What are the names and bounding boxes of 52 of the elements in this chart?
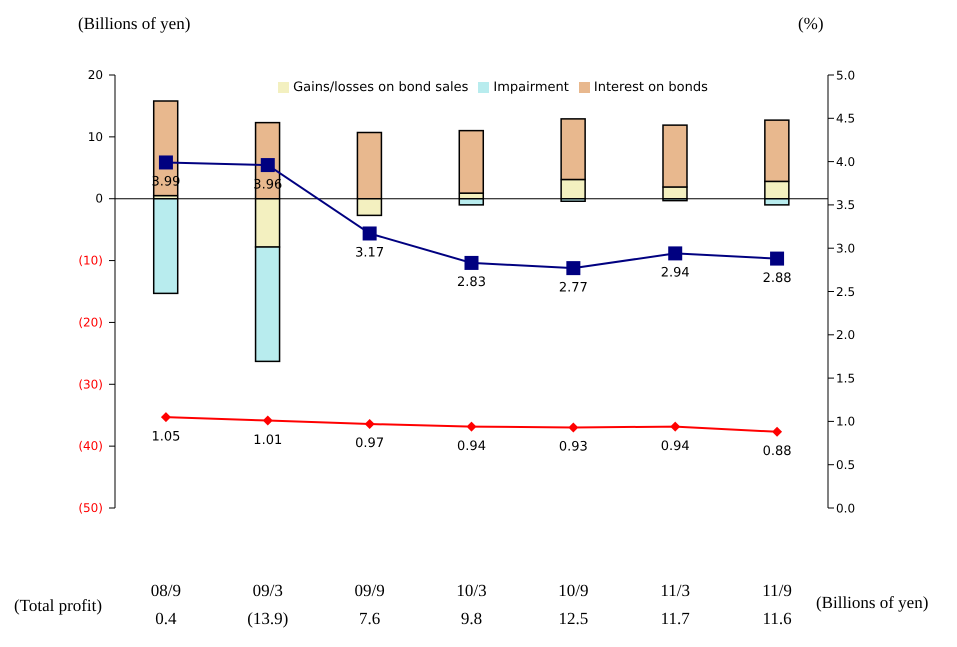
- text: (Total profit): [14, 596, 102, 616]
- y2-tick-label: 2.5: [836, 284, 856, 299]
- data-label: 0.93: [558, 440, 588, 455]
- y2-tick-label: 5.0: [836, 68, 856, 82]
- y2-tick-label: 1.0: [836, 414, 856, 429]
- x-tick-label: 09/9: [354, 581, 385, 600]
- x-tick-label: 11/9: [762, 581, 792, 600]
- x-tick-label: 11/3: [660, 581, 690, 600]
- x-tick-label: 10/9: [558, 581, 588, 600]
- text: (Billions of yen): [816, 593, 928, 613]
- text: 9.8: [460, 609, 482, 628]
- text: 11.6: [762, 609, 792, 628]
- y-tick-label: (40): [78, 439, 103, 454]
- data-label: 2.94: [660, 266, 690, 281]
- y-tick-label: (50): [78, 501, 103, 515]
- data-label: 0.94: [660, 438, 690, 454]
- text: (13.9): [247, 609, 288, 628]
- legend-label: Interest on bonds: [594, 80, 708, 95]
- text: 7.6: [359, 609, 380, 628]
- legend-label: Impairment: [493, 80, 569, 95]
- text: 12.5: [558, 609, 588, 628]
- legend-label: Gains/losses on bond sales: [293, 80, 468, 95]
- y-tick-label: 20: [88, 68, 103, 82]
- y-tick-label: (20): [78, 315, 103, 330]
- y2-axis-title: (%): [798, 14, 824, 34]
- y-tick-label: (30): [78, 377, 103, 392]
- y2-tick-label: 4.0: [836, 154, 856, 169]
- y2-tick-label: 0.5: [836, 458, 856, 472]
- x-tick-label: 08/9: [150, 581, 182, 600]
- data-label: 2.83: [457, 275, 486, 290]
- y2-tick-label: 3.5: [836, 198, 856, 212]
- y2-tick-label: 3.0: [836, 241, 856, 256]
- y2-tick-label: 0.0: [836, 501, 856, 516]
- data-label: 0.97: [355, 436, 384, 452]
- y-tick-label: 0: [95, 192, 103, 206]
- y-tick-label: 10: [88, 130, 103, 144]
- data-label: 2.77: [558, 280, 588, 296]
- data-label: 1.01: [253, 432, 282, 448]
- text: 11.7: [660, 609, 690, 628]
- y-tick-label: (10): [78, 254, 103, 268]
- y2-tick-label: 1.5: [836, 371, 856, 386]
- y-axis-title: (Billions of yen): [78, 14, 190, 34]
- text: 0.4: [155, 609, 178, 628]
- data-label: 0.94: [457, 438, 486, 454]
- x-tick-label: 10/3: [456, 581, 487, 600]
- data-label: 3.17: [355, 246, 384, 261]
- x-tick-label: 09/3: [252, 581, 283, 600]
- data-label: 2.88: [762, 270, 792, 286]
- data-label: 1.05: [151, 429, 180, 444]
- data-label: 0.88: [762, 444, 792, 460]
- y2-tick-label: 4.5: [836, 112, 856, 126]
- y2-tick-label: 2.0: [836, 328, 856, 342]
